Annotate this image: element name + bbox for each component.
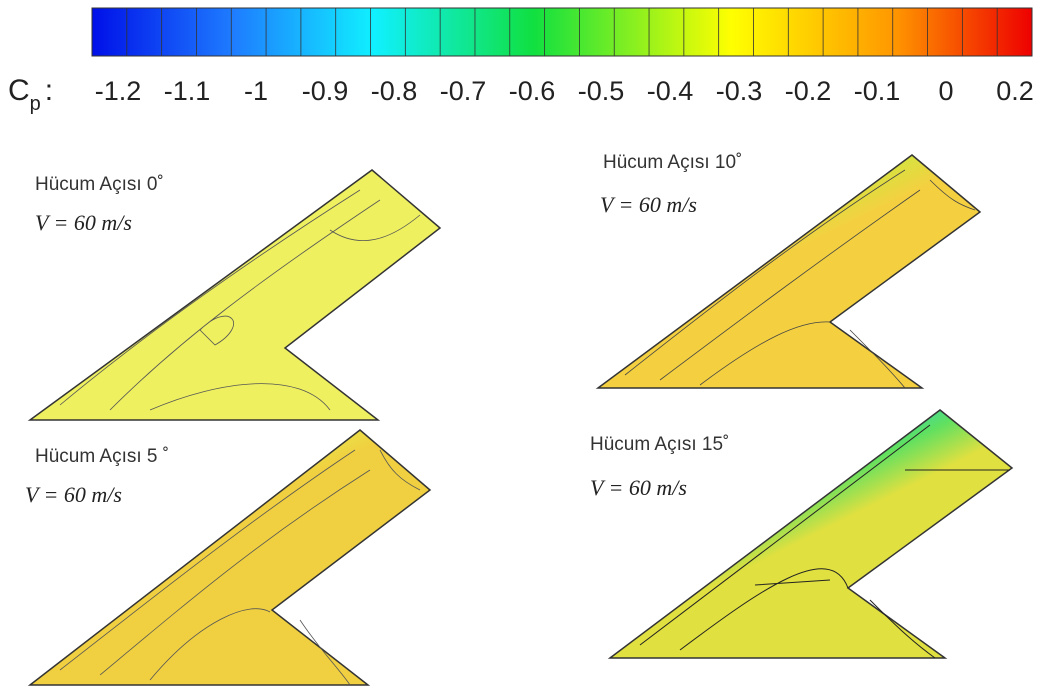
colorbar-dividers — [126, 8, 998, 56]
colorbar — [91, 7, 1033, 57]
colorbar-tick-label: -0.3 — [716, 76, 763, 106]
colorbar-tick-label: -1.1 — [164, 76, 211, 106]
colorbar-tick-label: -0.8 — [371, 76, 418, 106]
colorbar-tick-label: -0.1 — [854, 76, 901, 106]
panel-title: Hücum Açısı 15˚ — [590, 434, 729, 455]
panel-condition: V = 60 m/s — [590, 475, 687, 500]
wing-contour — [595, 154, 982, 389]
wing-contour — [27, 429, 432, 686]
colorbar-tick-label: -1.2 — [95, 76, 142, 106]
panel: Hücum Açısı 15˚ V = 60 m/s — [590, 409, 1014, 659]
colorbar-tick-label: -0.6 — [509, 76, 556, 106]
colorbar-tick-label: -1 — [244, 76, 268, 106]
symbol: C — [8, 74, 30, 107]
wing-contour — [607, 409, 1014, 659]
colorbar-ticks: -1.2 -1.1 -1 -0.9 -0.8 -0.7 -0.6 -0.5 -0.4 -0.3 -0… — [95, 76, 1034, 106]
subscript: p — [30, 93, 41, 115]
colorbar-tick-label: -0.2 — [785, 76, 832, 106]
panel: Hücum Açısı 10˚ V = 60 m/s — [595, 152, 982, 389]
colorbar-label: Cp: — [8, 74, 53, 115]
colorbar-tick-label: -0.7 — [440, 76, 487, 106]
panel-title: Hücum Açısı 5 ˚ — [35, 446, 169, 467]
panel-title: Hücum Açısı 10˚ — [603, 152, 742, 173]
panel: Hücum Açısı 5 ˚ V = 60 m/s — [25, 429, 432, 686]
wing-contour — [27, 169, 442, 421]
colorbar-tick-label: -0.9 — [302, 76, 349, 106]
panel: Hücum Açısı 0˚ V = 60 m/s — [27, 169, 442, 421]
suffix: : — [45, 74, 53, 107]
contour-lines — [639, 424, 1010, 659]
contour-lines — [59, 449, 421, 686]
panel-title: Hücum Açısı 0˚ — [35, 174, 164, 195]
contour-lines — [59, 189, 421, 411]
contour-lines — [624, 169, 976, 389]
panel-condition: V = 60 m/s — [600, 192, 697, 217]
colorbar-tick-label: -0.5 — [578, 76, 625, 106]
colorbar-tick-label: -0.4 — [647, 76, 694, 106]
colorbar-tick-label: 0 — [938, 76, 953, 106]
panel-condition: V = 60 m/s — [25, 482, 122, 507]
colorbar-tick-label: 0.2 — [996, 76, 1034, 106]
panel-condition: V = 60 m/s — [35, 210, 132, 235]
